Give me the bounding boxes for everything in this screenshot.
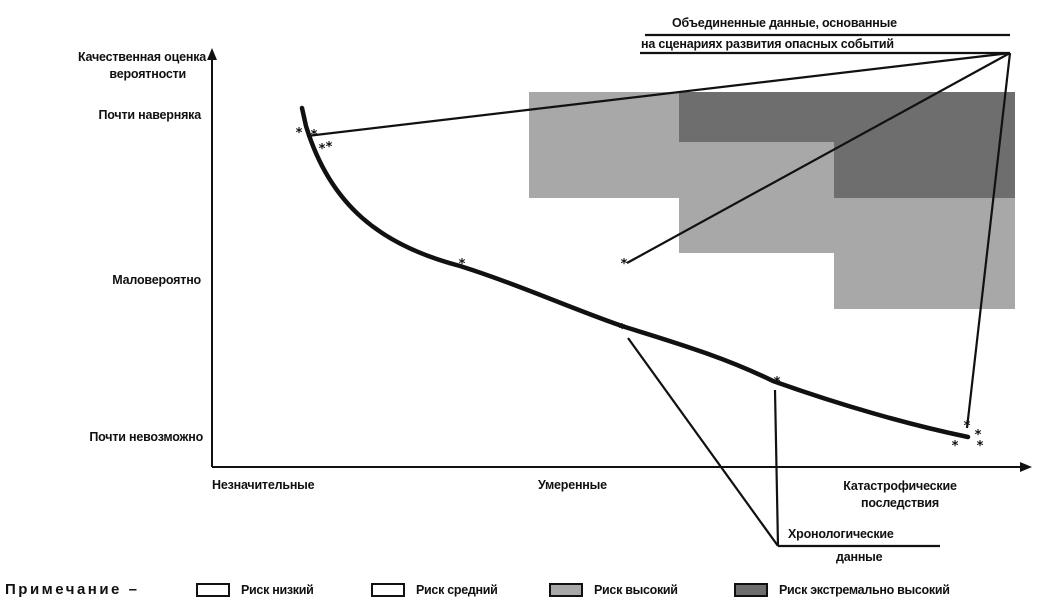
high-risk-zone-mid [679, 198, 1015, 253]
star-marker: * [459, 257, 466, 272]
historical-data-lines [627, 337, 940, 548]
legend-swatch-high [549, 583, 583, 597]
extreme-risk-zone-top [679, 92, 1015, 142]
combined-data-label-line1: Объединенные данные, основанные [672, 16, 897, 30]
historical-data-label-line1: Хронологические [788, 527, 894, 541]
legend-label-medium: Риск средний [416, 583, 498, 597]
star-marker: * [619, 322, 626, 337]
extreme-risk-zone-right [834, 142, 1015, 198]
risk-curve [299, 105, 971, 440]
historical-data-label-line2: данные [836, 550, 883, 564]
legend-label-extreme: Риск экстремально высокий [779, 583, 950, 597]
y-axis-title-line1: Качественная оценка [77, 50, 206, 64]
historical-line-1 [627, 337, 779, 547]
y-level-almost-certain: Почти наверняка [98, 108, 201, 122]
combined-data-lines [306, 33, 1012, 429]
legend-label-high: Риск высокий [594, 583, 678, 597]
star-marker: * [319, 142, 326, 157]
high-risk-zone-low [834, 253, 1015, 309]
star-marker: * [975, 428, 982, 443]
y-axis-title-line2: вероятности [109, 67, 186, 81]
x-level-moderate: Умеренные [538, 478, 607, 492]
combined-line-2 [626, 52, 1011, 264]
legend-label-low: Риск низкий [241, 583, 314, 597]
y-axis-arrow [207, 48, 217, 60]
legend-swatch-low [196, 583, 230, 597]
combined-line-1 [306, 51, 1011, 138]
historical-line-2 [773, 389, 780, 547]
x-level-catastrophic: Катастрофические последствия [843, 479, 957, 510]
risk-zones [529, 92, 1015, 309]
star-marker: * [326, 140, 333, 155]
x-axis-arrow [1020, 462, 1032, 472]
star-marker: * [952, 439, 959, 454]
star-markers: * * * * * * * * * * * * [296, 126, 984, 454]
combined-data-label-line2: на сценариях развития опасных событий [641, 37, 894, 51]
y-level-almost-impossible: Почти невозможно [89, 430, 203, 444]
y-level-unlikely: Маловероятно [112, 273, 201, 287]
legend-swatch-extreme [734, 583, 768, 597]
legend-note-title: Примечание – [5, 581, 140, 598]
star-marker: * [621, 257, 628, 272]
star-marker: * [964, 419, 971, 434]
x-level-insignificant: Незначительные [212, 478, 315, 492]
legend: Примечание – Риск низкий Риск средний Ри… [0, 580, 1041, 604]
star-marker: * [774, 375, 781, 390]
star-marker: * [296, 126, 303, 141]
star-marker: * [977, 439, 984, 454]
combined-line-3 [965, 52, 1012, 429]
star-marker: * [311, 128, 318, 143]
legend-swatch-medium [371, 583, 405, 597]
axes [207, 48, 1032, 472]
